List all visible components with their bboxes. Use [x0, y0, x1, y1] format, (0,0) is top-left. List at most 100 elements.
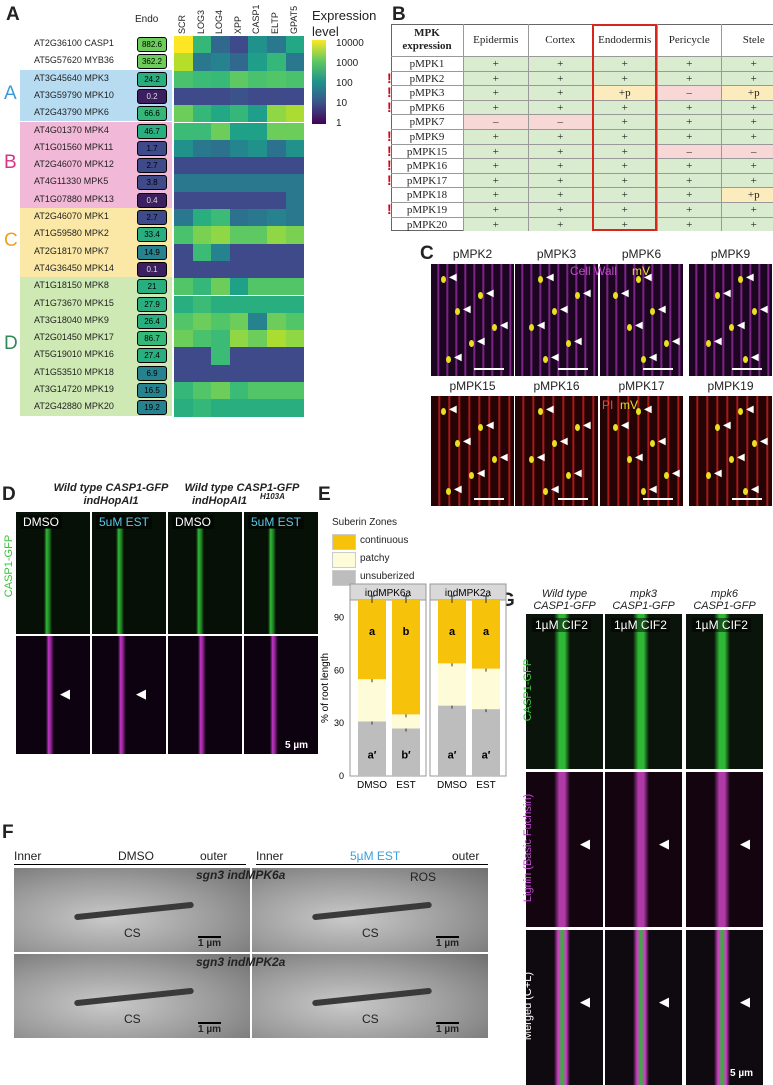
arrowhead-icon: ◀	[658, 436, 666, 447]
micrograph-tile: ◀ ◀ ◀ ◀ ◀ ◀	[431, 264, 514, 376]
heat-cell	[174, 70, 193, 88]
heat-cell	[229, 278, 249, 296]
x-tick-label: EST	[476, 780, 495, 791]
column-header-xpp: XPP	[232, 15, 243, 34]
nucleus-dot	[729, 324, 734, 331]
endo-value: 1.7	[137, 140, 167, 156]
arrowhead-icon: ◀	[449, 272, 457, 283]
endo-value: 27.4	[137, 348, 167, 364]
nucleus-dot	[613, 292, 618, 299]
arrowhead-icon: ◀	[659, 836, 669, 851]
legend-title: Expression level	[312, 8, 377, 39]
column-epidermis: Epidermis	[463, 24, 528, 56]
micrograph-tile: ◀ ◀ ◀ ◀ ◀ ◀	[515, 264, 598, 376]
heat-cell	[211, 382, 230, 400]
heat-cell	[248, 278, 267, 296]
arrowhead-icon: ◀	[751, 352, 759, 363]
arrowhead-icon: ◀	[454, 352, 462, 363]
scale-bar: 1 µm	[198, 936, 221, 949]
heat-cell	[211, 191, 230, 209]
header-expression: expression	[402, 40, 452, 52]
heat-cell	[229, 226, 249, 244]
micrograph-tile: ◀ ◀ ◀ ◀ ◀ ◀	[600, 264, 683, 376]
nucleus-dot	[469, 340, 474, 347]
genotype-line2: CASP1-GFP	[693, 600, 756, 612]
row-name: pMPK18	[391, 187, 463, 202]
nucleus-dot	[455, 440, 460, 447]
arrowhead-icon: ◀	[537, 320, 545, 331]
significance-letter: a′	[448, 749, 457, 761]
treatment-chip: 5uM EST	[96, 515, 153, 529]
heat-cell	[211, 157, 230, 175]
gene-label: AT2G01450 MPK17	[34, 332, 114, 343]
merged-band	[714, 930, 730, 1085]
nucleus-dot	[455, 308, 460, 315]
cell-wall-band	[74, 901, 194, 921]
gfp-tile: DMSO	[16, 512, 90, 634]
endo-value: 26.4	[137, 313, 167, 329]
bar-segment-continuous	[358, 600, 386, 680]
heat-cell	[267, 105, 286, 123]
scale-bar	[732, 368, 762, 370]
heat-cell	[229, 70, 249, 88]
table-cell: +	[463, 56, 528, 71]
casp-band	[268, 528, 276, 634]
pi-tile	[244, 636, 318, 754]
heat-cell	[267, 382, 286, 400]
casp-band	[196, 528, 204, 634]
arrowhead-icon: ◀	[574, 336, 582, 347]
casp-band	[116, 528, 124, 634]
signal-band	[554, 614, 570, 769]
column-header-casp1: CASP1	[251, 4, 262, 34]
header-mpk: MPK	[414, 27, 440, 39]
nucleus-dot	[715, 424, 720, 431]
row-name: pMPK16	[391, 158, 463, 173]
table-cell: +	[527, 216, 592, 232]
arrowhead-icon: ◀	[672, 336, 680, 347]
arrowhead-icon: ◀	[635, 452, 643, 463]
endo-value: 6.9	[137, 365, 167, 381]
cs-label: CS	[362, 1012, 379, 1026]
inner-label-left: Inner	[14, 849, 42, 863]
gene-label: AT1G01560 MPK11	[34, 141, 114, 152]
stacked-bar-chart: 0 30 60 90 % of root length indMPK6a a a′ DMSO b b…	[320, 583, 507, 791]
gene-label: AT2G46070 MPK1	[34, 211, 109, 221]
endo-value: 2.7	[137, 210, 167, 225]
heat-cell	[192, 226, 212, 244]
arrowhead-icon: ◀	[746, 272, 754, 283]
heat-cell	[267, 278, 286, 296]
heat-cell	[211, 278, 230, 296]
nucleus-dot	[641, 356, 646, 363]
gene-label: AT1G18150 MPK8	[34, 280, 109, 291]
endo-header: Endo	[135, 14, 159, 25]
bar-segment-patchy	[392, 714, 420, 729]
nucleus-dot	[492, 456, 497, 463]
scale-bar	[558, 498, 588, 500]
genotype-header-2: Wild type CASP1-GFP	[184, 482, 300, 494]
heat-cell	[192, 260, 212, 279]
inner-label-right: Inner	[256, 849, 284, 863]
bar-segment-continuous	[392, 600, 420, 715]
significance-letter: b	[403, 626, 410, 638]
row-name: pMPK3	[391, 85, 463, 100]
nucleus-dot	[743, 488, 748, 495]
heat-cell	[211, 70, 230, 88]
genotype-line2: CASP1-GFP	[612, 600, 675, 612]
heat-cell	[174, 260, 193, 279]
heat-cell	[174, 399, 193, 417]
endo-value: 86.7	[137, 331, 167, 347]
arrowhead-icon: ◀	[486, 288, 494, 299]
heat-cell	[211, 226, 230, 244]
signal-band	[633, 614, 649, 769]
heat-cell	[285, 382, 305, 400]
scale-bar	[732, 498, 762, 500]
heat-cell	[192, 70, 212, 88]
endo-value: 27.9	[137, 296, 167, 312]
nucleus-dot	[529, 324, 534, 331]
heat-cell	[229, 260, 249, 279]
heat-cell	[192, 191, 212, 209]
micrograph-tile: ◀ ◀ ◀ ◀ ◀ ◀	[600, 396, 683, 506]
heat-cell	[174, 36, 193, 54]
heat-cell	[229, 382, 249, 400]
arrowhead-icon: ◀	[635, 320, 643, 331]
